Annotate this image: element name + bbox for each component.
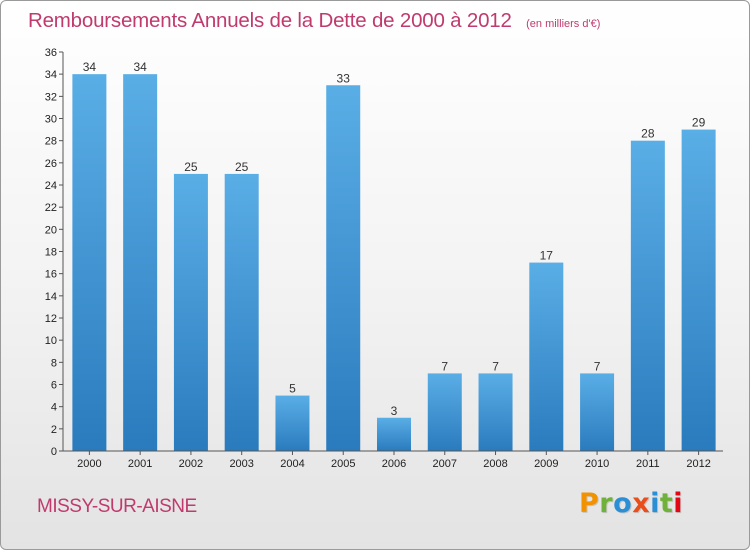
logo-letter: r	[599, 488, 614, 519]
data-label-2000: 34	[83, 60, 97, 74]
y-tick-label: 22	[45, 202, 57, 214]
x-tick-label-2005: 2005	[331, 458, 355, 470]
y-tick-label: 10	[45, 335, 57, 347]
x-tick-label-2004: 2004	[280, 458, 304, 470]
logo-letter: t	[659, 488, 674, 519]
data-label-2002: 25	[184, 160, 198, 174]
bar-2002	[173, 173, 208, 451]
y-tick-label: 14	[45, 291, 57, 303]
y-tick-label: 4	[51, 402, 57, 414]
x-tick-label-2001: 2001	[128, 458, 152, 470]
data-label-2006: 3	[391, 404, 398, 418]
bar-2003	[224, 173, 259, 451]
data-label-2007: 7	[441, 359, 448, 373]
logo-letter: i	[673, 488, 684, 519]
y-tick-label: 6	[51, 380, 57, 392]
x-tick-label-2002: 2002	[179, 458, 203, 470]
bar-2006	[377, 417, 411, 451]
x-tick-label-2006: 2006	[382, 458, 406, 470]
data-label-2008: 7	[492, 359, 499, 373]
y-tick-label: 20	[45, 224, 57, 236]
data-label-2001: 34	[133, 60, 147, 74]
x-tick-label-2011: 2011	[636, 458, 660, 470]
y-tick-label: 24	[45, 180, 57, 192]
y-tick-label: 32	[45, 91, 57, 103]
y-tick-label: 12	[45, 313, 57, 325]
bar-2000	[72, 74, 107, 452]
x-axis: 2000 2001 2002 2003 2004 2005 2006 2007 2008 2009…	[63, 450, 723, 470]
y-tick-label: 16	[45, 269, 57, 281]
bar-2001	[123, 74, 158, 452]
y-tick-label: 28	[45, 136, 57, 148]
y-tick-label: 8	[51, 357, 57, 369]
y-tick-label: 26	[45, 158, 57, 170]
bar-2007	[427, 373, 462, 451]
y-tick-label: 0	[51, 446, 57, 458]
bar-2009	[529, 262, 564, 451]
commune-name: MISSY-SUR-AISNE	[37, 496, 197, 517]
data-label-2010: 7	[594, 359, 601, 373]
proxiti-logo: Proxiti	[579, 490, 683, 517]
logo-letter: i	[650, 488, 660, 519]
bar-2011	[630, 140, 665, 451]
x-tick-label-2008: 2008	[483, 458, 507, 470]
x-tick-label-2000: 2000	[77, 458, 101, 470]
x-tick-label-2007: 2007	[433, 458, 457, 470]
y-tick-label: 18	[45, 247, 57, 259]
x-tick-label-2003: 2003	[229, 458, 253, 470]
bar-2012	[681, 129, 716, 452]
data-label-2009: 17	[540, 249, 554, 263]
y-tick-label: 34	[45, 69, 57, 81]
x-tick-label-2010: 2010	[585, 458, 609, 470]
bar-2005	[326, 85, 361, 451]
y-tick-label: 36	[45, 47, 57, 59]
bar-2010	[580, 373, 615, 451]
data-label-2004: 5	[289, 382, 296, 396]
y-tick-label: 30	[45, 114, 57, 126]
x-tick-label-2009: 2009	[534, 458, 558, 470]
logo-letter: o	[613, 488, 633, 519]
data-label-2003: 25	[235, 160, 249, 174]
logo-letter: P	[579, 488, 600, 519]
data-label-2011: 28	[641, 127, 655, 141]
chart-title: Remboursements Annuels de la Dette de 20…	[28, 9, 512, 32]
data-label-2012: 29	[692, 116, 706, 130]
data-label-2005: 33	[337, 71, 351, 85]
chart-title-row: Remboursements Annuels de la Dette de 20…	[28, 9, 600, 33]
bar-2008	[478, 373, 513, 451]
y-tick-label: 2	[51, 424, 57, 436]
x-tick-label-2012: 2012	[686, 458, 710, 470]
logo-letter: x	[632, 488, 651, 519]
chart-unit: (en milliers d'€)	[526, 18, 601, 30]
bar-2004	[275, 395, 310, 451]
